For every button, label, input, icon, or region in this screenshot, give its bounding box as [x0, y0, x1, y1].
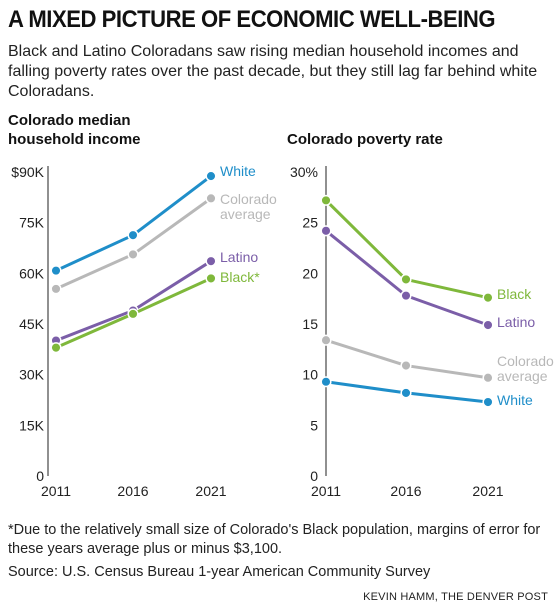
source-note: Source: U.S. Census Bureau 1-year Americ… — [8, 564, 431, 580]
data-point — [320, 194, 332, 206]
series-label: Colorado — [220, 191, 277, 207]
footnote: *Due to the relatively small size of Col… — [8, 522, 541, 557]
y-tick-label: 0 — [36, 468, 44, 484]
series-label: Colorado — [497, 353, 554, 369]
x-tick-label: 2016 — [390, 483, 421, 499]
series-black: Black* — [50, 269, 260, 354]
data-point — [127, 229, 139, 241]
y-tick-label: 20 — [302, 265, 318, 281]
series-label: average — [497, 368, 548, 384]
x-tick-label: 2021 — [195, 483, 226, 499]
data-point — [400, 359, 412, 372]
data-point — [400, 387, 412, 399]
data-point — [400, 290, 412, 302]
y-tick-label: $90K — [11, 164, 44, 180]
y-tick-label: 15 — [302, 316, 318, 332]
x-tick-label: 2011 — [311, 483, 341, 499]
y-tick-label: 10 — [302, 367, 318, 383]
data-point — [127, 308, 139, 320]
x-tick-label: 2021 — [472, 483, 503, 499]
y-tick-label: 30% — [290, 164, 318, 180]
data-point — [320, 334, 332, 346]
chart-title: Colorado poverty rate — [287, 131, 443, 148]
y-tick-label: 25 — [302, 215, 318, 231]
series-line — [55, 259, 212, 342]
series-label: White — [220, 163, 256, 179]
page-title: A MIXED PICTURE OF ECONOMIC WELL-BEING — [8, 6, 496, 33]
y-tick-label: 30K — [19, 367, 45, 383]
data-point — [320, 376, 332, 388]
data-point — [127, 248, 139, 260]
chart-1: Colorado median household income 0 15K 30K 45… — [8, 112, 277, 499]
data-point — [482, 372, 494, 384]
data-point — [320, 225, 332, 237]
data-point — [50, 265, 62, 277]
data-point — [482, 396, 494, 408]
series-label: Black* — [220, 269, 260, 285]
x-tick-label: 2011 — [41, 483, 71, 499]
series-label: average — [220, 206, 271, 222]
y-tick-label: 60K — [19, 265, 45, 281]
y-tick-label: 15K — [19, 417, 45, 433]
subtitle: Black and Latino Coloradans saw rising m… — [8, 43, 538, 100]
y-tick-label: 75K — [19, 215, 45, 231]
data-point — [50, 342, 62, 354]
series-white: White — [50, 163, 256, 277]
data-point — [205, 272, 217, 284]
y-tick-label: 5 — [310, 417, 318, 433]
series-white: White — [320, 376, 533, 408]
data-point — [205, 192, 217, 204]
data-point — [482, 319, 494, 331]
series-latino: Latino — [320, 225, 535, 331]
series-label: Black — [497, 286, 532, 302]
series-label: Latino — [220, 249, 258, 265]
chart-title: household income — [8, 131, 141, 148]
series-line — [325, 338, 489, 380]
series-black: Black — [320, 194, 532, 304]
data-point — [205, 255, 217, 267]
data-point — [400, 273, 412, 285]
y-tick-label: 45K — [19, 316, 45, 332]
data-point — [205, 170, 217, 182]
data-point — [482, 292, 494, 304]
x-tick-label: 2016 — [117, 483, 148, 499]
series-label: Latino — [497, 314, 535, 330]
credit-line: KEVIN HAMM, THE DENVER POST — [363, 591, 548, 603]
chart-title: Colorado median — [8, 112, 131, 129]
series-latino: Latino — [50, 249, 258, 347]
series-label: White — [497, 392, 533, 408]
data-point — [50, 283, 62, 295]
y-tick-label: 0 — [310, 468, 318, 484]
chart-2: Colorado poverty rate 0 5 10 15 20 25 30% 2011 20… — [287, 131, 554, 499]
